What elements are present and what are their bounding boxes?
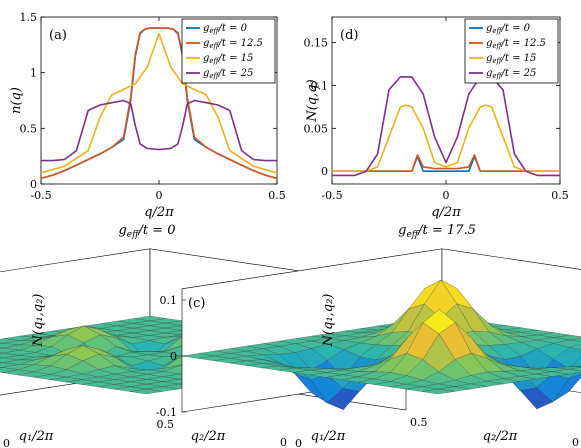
panel-label: (d) <box>340 28 358 43</box>
q1-tick-label: 0.5 <box>157 418 175 431</box>
z-tick-label: -0.1 <box>156 406 177 419</box>
legend-entry: geff/t = 25 <box>486 68 536 80</box>
legend-entry: geff/t = 0 <box>203 23 248 35</box>
legend-entry: geff/t = 25 <box>203 68 253 80</box>
legend: geff/t = 0 geff/t = 12.5 geff/t = 15 geff/t… <box>181 18 276 84</box>
y-tick-label: 0 <box>30 178 37 191</box>
x-tick-label: -0.5 <box>30 189 51 202</box>
series-line-2 <box>332 104 560 172</box>
q2-axis-label: q₂/2π <box>483 429 518 444</box>
legend-entry: geff/t = 0 <box>486 23 531 35</box>
surface-patch <box>421 388 455 395</box>
legend-entry: geff/t = 15 <box>486 53 536 65</box>
series-line-3 <box>332 76 560 177</box>
z-axis-label: N(q₁,q₂) <box>31 294 46 348</box>
x-tick-label: 0.5 <box>551 189 569 202</box>
series-line-1 <box>332 154 560 172</box>
q1-axis-label: q₁/2π <box>311 429 346 444</box>
series-line-3 <box>41 99 277 162</box>
q1-axis-label: q₁/2π <box>19 429 54 444</box>
panel-label: (a) <box>49 28 67 43</box>
y-tick-label: 1 <box>30 67 37 80</box>
panel-d: -0.5 0 0.5 0 0.05 0.1 0.15 q/2π N(q,q) (d) geff/t … <box>304 16 569 220</box>
z-tick-label: 0.1 <box>160 294 178 307</box>
q2-tick-label: 0.5 <box>410 416 428 429</box>
x-tick-label: 0.5 <box>268 189 286 202</box>
y-axis-label: N(q,q) <box>305 79 320 122</box>
q2-tick-label: 0 <box>280 436 287 448</box>
series-line-1 <box>40 27 278 180</box>
q2-axis-label: q₂/2π <box>191 429 226 444</box>
series-line-2 <box>40 32 278 174</box>
y-tick-label: 1.5 <box>20 11 38 24</box>
legend: geff/t = 0 geff/t = 12.5 geff/t = 15 geff/t… <box>464 18 559 84</box>
x-tick-label: 0 <box>443 189 450 202</box>
y-tick-label: 0.1 <box>311 80 329 93</box>
surface-patch <box>129 388 163 395</box>
panel-title: geff/t = 0 <box>118 223 175 240</box>
legend-entry: geff/t = 12.5 <box>486 38 546 50</box>
legend-entry: geff/t = 12.5 <box>203 38 263 50</box>
q2-tick-label: 0 <box>572 436 579 448</box>
panel-title: geff/t = 17.5 <box>398 223 476 240</box>
legend-entry: geff/t = 15 <box>203 53 253 65</box>
z-axis-label: N(q₁,q₂) <box>321 294 336 348</box>
x-axis-label: q/2π <box>431 205 461 220</box>
x-tick-label: 0 <box>156 189 163 202</box>
y-tick-label: 0 <box>321 165 328 178</box>
y-tick-label: 0.05 <box>304 122 329 135</box>
x-axis-label: q/2π <box>144 205 174 220</box>
surface <box>181 279 581 410</box>
z-tick-label: 0 <box>170 350 177 363</box>
panel-a: -0.5 0 0.500.511.5q/2πn(q)(a) geff/t = 0gef… <box>9 11 286 220</box>
q1-tick-label: 0 <box>295 437 302 448</box>
q1-tick-label: 0 <box>3 437 10 448</box>
x-tick-label: -0.5 <box>321 189 342 202</box>
panel-label: (c) <box>188 296 205 311</box>
y-tick-label: 0.5 <box>20 122 38 135</box>
y-tick-label: 0.15 <box>304 37 329 50</box>
y-axis-label: n(q) <box>9 87 24 114</box>
